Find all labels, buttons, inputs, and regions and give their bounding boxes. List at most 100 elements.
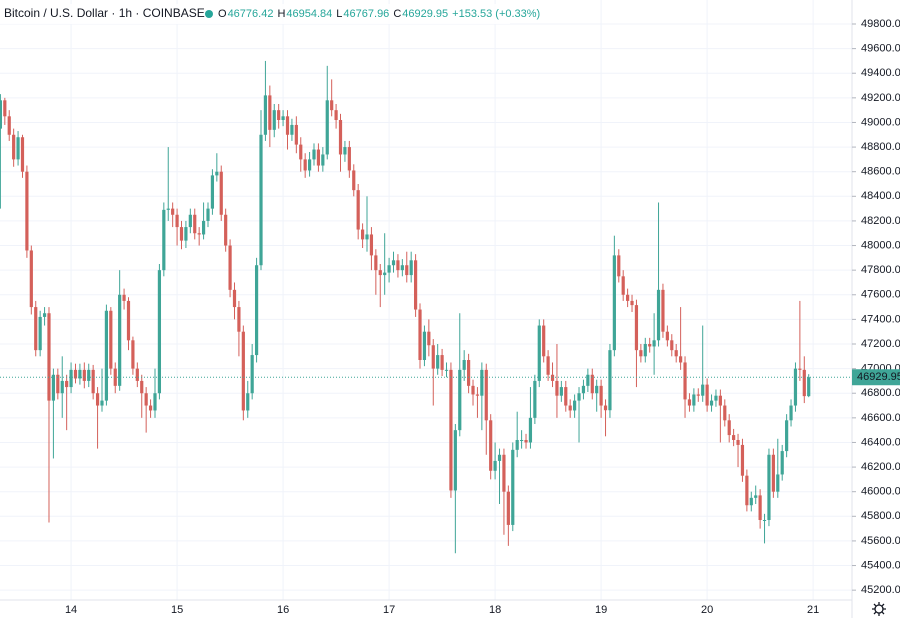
candle-body [3,100,7,117]
candle-body [577,393,581,401]
candle-body [162,209,166,271]
candle-body [51,374,56,401]
candle-body [776,474,780,492]
candle-body [656,289,661,341]
candle-body [303,159,307,171]
candle-body [378,270,382,276]
candle-body [268,95,272,130]
candle-body [153,393,157,411]
candle-body [502,454,506,492]
candle-body [511,449,515,525]
candle-body [758,495,762,520]
y-tick-label: 47600.00 [861,289,900,301]
candle-body [25,171,29,251]
candle-body [259,134,263,266]
candle-body [652,340,656,347]
candle-body [564,387,568,406]
candle-body [241,331,245,411]
ohlc-letter: O [218,8,227,20]
candle-body [263,95,268,135]
candle-body [290,124,294,135]
candle-body [122,294,126,301]
ohlc-value: 46767.96 [343,8,389,20]
x-tick-label: 16 [277,604,289,616]
candle-body [617,255,621,277]
y-tick-label: 49200.00 [861,92,900,104]
candle-body [281,116,285,120]
candle-body [16,137,20,160]
candle-body [555,380,559,396]
candle-body [113,368,117,386]
y-tick-label: 48600.00 [861,166,900,178]
candle-body [334,110,338,120]
candle-body [793,368,798,406]
y-tick-label: 47200.00 [861,338,900,350]
candle-body [179,227,184,241]
candle-body [250,355,254,394]
last-price-box [852,369,900,386]
y-tick-label: 46800.00 [861,387,900,399]
candle-body [73,369,78,379]
y-tick-label: 48400.00 [861,190,900,202]
candle-body [436,355,440,369]
candle-body [144,393,148,406]
candle-body [325,100,329,155]
candle-body [736,440,740,445]
ohlc-value: 46954.84 [286,8,332,20]
candle-body [299,144,303,160]
candle-body [780,451,784,475]
candle-body [705,384,709,406]
candle-body [206,208,210,221]
candle-body [34,307,38,351]
y-tick-label: 49600.00 [861,43,900,55]
y-tick-label: 49000.00 [861,116,900,128]
ohlc-change: +153.53 (+0.33%) [452,8,540,20]
ohlc-value: 46929.95 [402,8,448,20]
candle-body [228,245,232,290]
candle-body [453,430,457,491]
y-tick-label: 47400.00 [861,313,900,325]
candle-body [312,149,316,160]
candle-body [749,497,753,506]
candle-body [38,316,42,351]
x-tick-label: 14 [65,604,77,616]
candle-body [670,340,674,351]
candle-body [480,369,484,396]
candle-body [148,405,153,411]
candle-body [224,214,228,246]
y-tick-label: 46400.00 [861,436,900,448]
candle-body [497,454,502,461]
candle-body [595,385,599,394]
candle-body [520,440,524,441]
candle-body [29,250,33,308]
candle-body [219,171,223,215]
candle-body [215,171,219,176]
candle-body [581,385,586,394]
candle-body [612,255,616,351]
candle-body [537,325,541,381]
candle-body [484,369,488,421]
candle-body [630,300,634,306]
candle-body [573,400,577,411]
candle-body [590,374,594,394]
settings-icon[interactable] [872,602,886,616]
candle-body [294,124,298,145]
candle-body [533,380,537,418]
candle-body [674,350,678,357]
candle-body [360,229,365,240]
x-tick-label: 18 [489,604,501,616]
candle-body [458,369,462,431]
candle-body [718,395,722,406]
y-tick-label: 49400.00 [861,67,900,79]
x-tick-label: 20 [701,604,713,616]
candle-body [621,276,625,295]
candle-body [696,394,700,396]
candle-body [771,454,775,492]
y-tick-label: 46200.00 [861,461,900,473]
candle-body [254,265,259,356]
x-tick-label: 17 [383,604,395,616]
candle-body [78,369,82,379]
candle-body [65,380,69,388]
candle-body [440,355,444,370]
